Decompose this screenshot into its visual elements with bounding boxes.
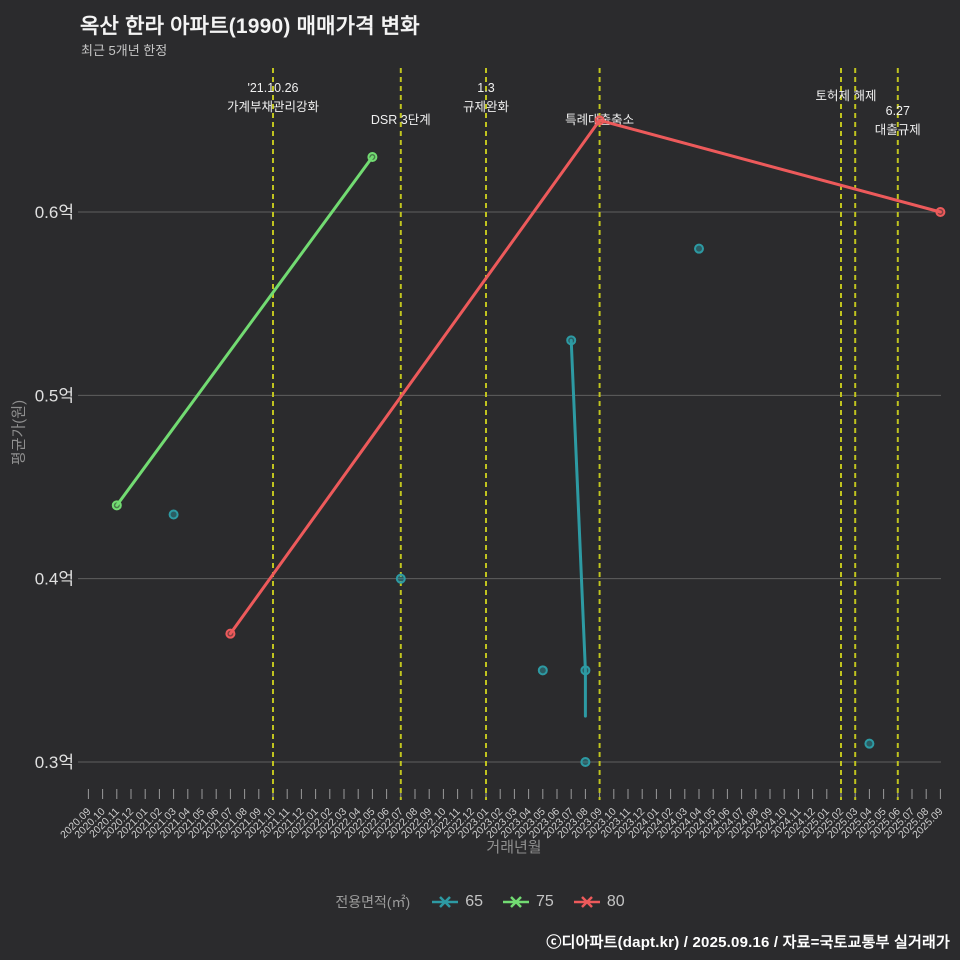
- svg-text:토허제 해제: 토허제 해제: [816, 89, 877, 103]
- legend-item-75[interactable]: 75: [503, 893, 554, 911]
- svg-text:'21.10.26: '21.10.26: [247, 81, 298, 95]
- svg-text:1.3: 1.3: [477, 81, 494, 95]
- svg-text:규제완화: 규제완화: [463, 100, 510, 114]
- line-cross-marker-icon: [503, 896, 530, 908]
- legend-item-label: 65: [465, 893, 484, 910]
- svg-text:0.6억: 0.6억: [35, 203, 74, 222]
- legend-item-65[interactable]: 65: [432, 893, 483, 911]
- legend-item-label: 75: [536, 893, 554, 910]
- svg-text:0.4억: 0.4억: [35, 570, 74, 589]
- svg-text:0.5억: 0.5억: [35, 386, 74, 405]
- svg-text:0.3억: 0.3억: [35, 753, 74, 772]
- legend-item-80[interactable]: 80: [573, 893, 625, 911]
- y-axis-title: 평균가(원): [10, 399, 28, 466]
- page-title: 옥산 한라 아파트(1990) 매매가격 변화: [80, 15, 420, 38]
- svg-text:6.27: 6.27: [886, 104, 910, 118]
- line-cross-marker-icon: [573, 896, 600, 908]
- page-subtitle: 최근 5개년 한정: [81, 43, 168, 58]
- svg-text:대출규제: 대출규제: [875, 123, 921, 137]
- footer-credit: ⓒ디아파트(dapt.kr) / 2025.09.16 / 자료=국토교통부 실…: [546, 934, 950, 951]
- legend-title: 전용면적(㎡): [335, 894, 411, 910]
- legend: 전용면적(㎡) 65 75 80: [0, 892, 960, 912]
- legend-item-label: 80: [606, 893, 625, 910]
- x-axis-title: 거래년월: [486, 839, 542, 856]
- svg-text:DSR 3단계: DSR 3단계: [371, 113, 431, 127]
- svg-text:가계부채관리강화: 가계부채관리강화: [227, 100, 320, 114]
- line-cross-marker-icon: [432, 896, 459, 908]
